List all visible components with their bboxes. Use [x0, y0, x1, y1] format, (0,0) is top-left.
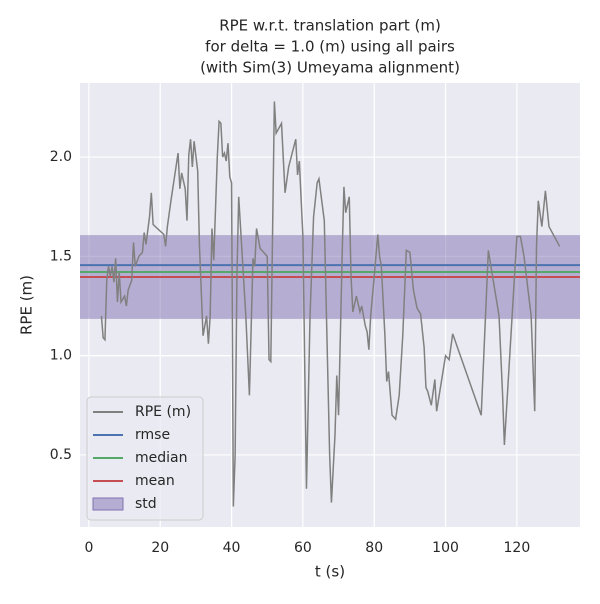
- x-tick-label: 60: [294, 540, 312, 556]
- chart-title: for delta = 1.0 (m) using all pairs: [205, 38, 455, 56]
- x-tick-label: 120: [504, 540, 531, 556]
- y-tick-label: 1.0: [50, 348, 72, 364]
- y-tick-label: 1.5: [50, 248, 72, 264]
- legend-label: median: [135, 450, 187, 466]
- legend-label: rmse: [135, 427, 170, 443]
- y-tick-label: 2.0: [50, 149, 72, 165]
- legend-swatch: [92, 497, 124, 511]
- legend-label: std: [135, 496, 157, 512]
- legend-label: RPE (m): [135, 404, 191, 420]
- legend-box: [86, 396, 204, 521]
- x-tick-label: 80: [365, 540, 383, 556]
- x-tick-label: 0: [84, 540, 93, 556]
- legend-label: mean: [135, 473, 175, 489]
- x-axis-label: t (s): [315, 563, 345, 581]
- x-tick-label: 40: [223, 540, 241, 556]
- x-tick-label: 100: [432, 540, 459, 556]
- y-axis-label: RPE (m): [18, 275, 36, 335]
- y-tick-label: 0.5: [50, 447, 72, 463]
- chart-title: RPE w.r.t. translation part (m): [219, 17, 441, 35]
- rpe-line: [100, 101, 561, 507]
- x-tick-label: 20: [151, 540, 169, 556]
- chart-title: (with Sim(3) Umeyama alignment): [200, 59, 460, 77]
